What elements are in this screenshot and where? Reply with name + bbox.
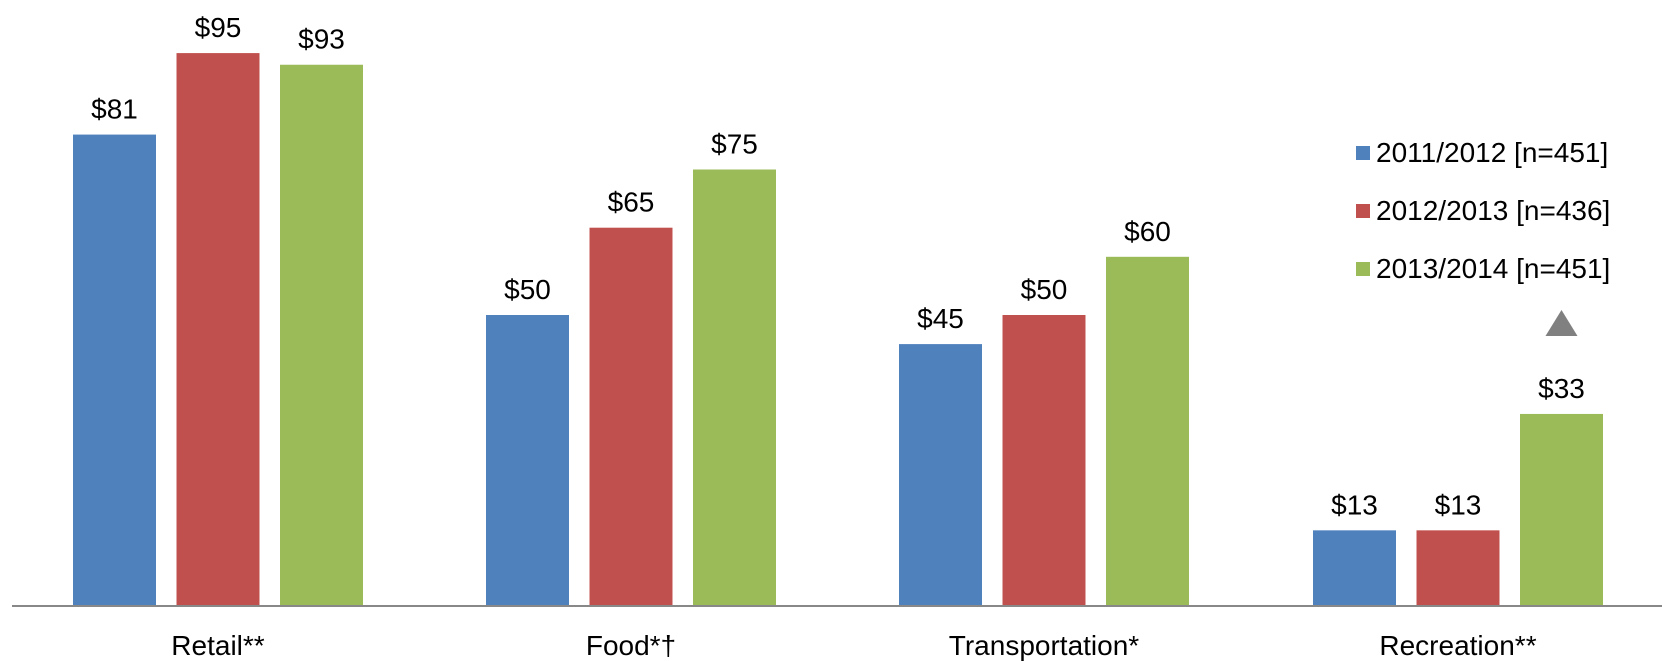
legend-swatch-2	[1356, 204, 1370, 218]
category-label-2: Food*†	[586, 630, 676, 661]
bar-3-1	[899, 344, 982, 606]
bar-3-3	[1106, 256, 1189, 606]
legend-item-1: 2011/2012 [n=451]	[1356, 124, 1610, 182]
legend-item-3: 2013/2014 [n=451]	[1356, 240, 1610, 298]
bar-1-1	[73, 134, 156, 606]
legend-item-2: 2012/2013 [n=436]	[1356, 182, 1610, 240]
legend: 2011/2012 [n=451] 2012/2013 [n=436] 2013/2…	[1356, 124, 1610, 298]
value-label-1-3: $93	[298, 24, 345, 55]
value-label-2-1: $50	[504, 274, 551, 305]
annotations-layer	[1545, 309, 1578, 336]
bars-layer	[73, 53, 1603, 607]
value-label-3-1: $45	[917, 303, 964, 334]
value-label-3-3: $60	[1124, 216, 1171, 247]
value-label-1-2: $95	[195, 12, 242, 43]
bar-4-1	[1313, 530, 1396, 606]
value-label-3-2: $50	[1021, 274, 1068, 305]
value-label-4-1: $13	[1331, 489, 1378, 520]
value-label-1-1: $81	[91, 94, 138, 125]
bar-2-1	[486, 315, 569, 606]
bar-1-2	[176, 53, 260, 607]
value-labels-layer: $81 $95 $93 $50 $65 $75 $45 $50 $60 $13 $13 $33	[91, 12, 1585, 520]
legend-label-1: 2011/2012 [n=451]	[1376, 137, 1609, 168]
bar-2-2	[589, 227, 673, 606]
category-label-1: Retail**	[171, 630, 264, 661]
bar-2-3	[693, 169, 776, 606]
legend-swatch-1	[1356, 146, 1370, 160]
bar-1-3	[280, 64, 363, 607]
up-triangle-icon	[1545, 309, 1578, 336]
category-label-3: Transportation*	[949, 630, 1139, 661]
legend-swatch-3	[1356, 262, 1370, 276]
value-label-2-3: $75	[711, 129, 758, 160]
bar-4-2	[1416, 530, 1500, 606]
value-label-4-2: $13	[1435, 489, 1482, 520]
legend-label-2: 2012/2013 [n=436]	[1376, 195, 1611, 226]
value-label-4-3: $33	[1538, 373, 1585, 404]
bar-4-3	[1520, 413, 1603, 606]
category-labels-layer: Retail** Food*† Transportation* Recreation*…	[171, 630, 1536, 661]
bar-3-2	[1002, 315, 1086, 606]
value-label-2-2: $65	[608, 187, 655, 218]
legend-label-3: 2013/2014 [n=451]	[1376, 253, 1611, 284]
category-label-4: Recreation**	[1379, 630, 1536, 661]
